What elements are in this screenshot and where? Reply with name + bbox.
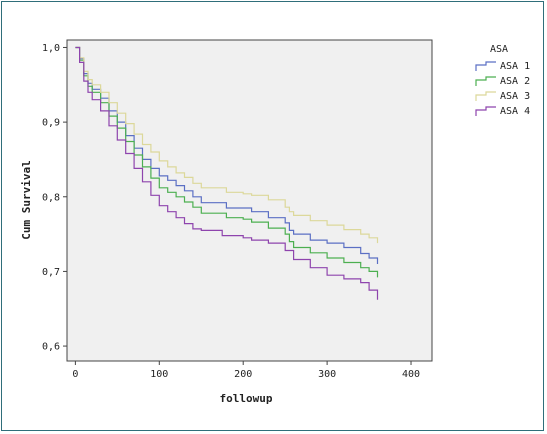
legend-swatch: [475, 76, 496, 86]
legend-label: ASA 3: [500, 91, 530, 102]
legend-swatch: [475, 106, 496, 116]
x-tick-label: 100: [150, 369, 168, 380]
legend-label: ASA 4: [500, 106, 530, 117]
legend-label: ASA 1: [500, 61, 530, 72]
y-tick-label: 0,7: [42, 267, 60, 278]
y-tick-label: 1,0: [42, 43, 60, 54]
x-axis: 0 100 200 300 400: [72, 361, 420, 380]
y-tick-label: 0,8: [42, 192, 60, 203]
legend-label: ASA 2: [500, 76, 530, 87]
y-tick-label: 0,9: [42, 118, 60, 129]
legend-swatch: [475, 61, 496, 71]
legend: ASA ASA 1 ASA 2 ASA 3 ASA 4: [475, 44, 530, 117]
series-group: [75, 46, 379, 300]
x-tick-label: 200: [234, 369, 252, 380]
plot-area: [66, 39, 433, 362]
x-tick-label: 0: [72, 369, 78, 380]
series-line-asa-2: [75, 46, 379, 278]
y-tick-label: 0,6: [42, 342, 60, 353]
legend-swatch: [475, 91, 496, 101]
legend-title: ASA: [490, 44, 508, 55]
series-line-asa-3: [75, 46, 379, 244]
y-axis: 0,6 0,7 0,8 0,9 1,0: [42, 43, 67, 353]
x-tick-label: 300: [318, 369, 336, 380]
y-axis-title: Cum Survival: [20, 160, 33, 239]
x-tick-label: 400: [402, 369, 420, 380]
x-axis-title: followup: [220, 392, 273, 405]
series-line-asa-4: [75, 46, 379, 300]
